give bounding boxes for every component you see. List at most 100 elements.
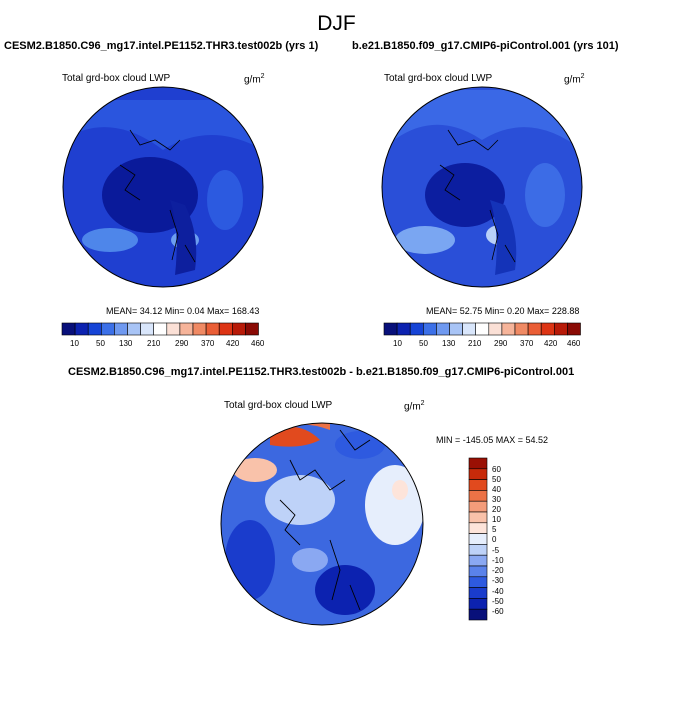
cbar-diff-label: -50 [492,597,504,606]
colorbar-swatch [468,565,488,578]
panel-a-lwp-region [63,100,263,150]
cbar-a-label: 290 [175,339,189,348]
cbar-diff-label: 60 [492,465,501,474]
colorbar-swatch [514,322,529,336]
diff-region [365,465,423,545]
colorbar-swatch [488,322,503,336]
colorbar-swatch [127,322,141,336]
cbar-diff-label: -10 [492,556,504,565]
panel-a-lwp-region [170,200,197,275]
diff-coastline [279,429,371,611]
panel-a-lwp-region [82,228,138,252]
cbar-a-label: 10 [70,339,79,348]
colorbar-swatch [468,457,488,470]
panel-b-lwp-region [382,90,582,150]
season-title: DJF [317,12,356,35]
colorbar-swatch [468,587,488,599]
diff-title: CESM2.B1850.C96_mg17.intel.PE1152.THR3.t… [68,366,575,378]
colorbar-swatch [179,322,194,336]
colorbar-swatch [87,322,102,336]
cbar-diff-label: -60 [492,607,504,616]
panel-b-lwp-region [525,163,565,227]
cbar-diff-label: 20 [492,505,501,514]
colorbar-swatch [140,322,155,336]
panel-a-variable-label: Total grd-box cloud LWP [62,73,171,84]
diff-units: g/m2 [404,400,425,413]
panel-a-case-title: CESM2.B1850.C96_mg17.intel.PE1152.THR3.t… [4,40,319,52]
colorbar-swatch [527,322,542,336]
colorbar-swatch [468,598,488,610]
cbar-a-label: 370 [201,339,215,348]
panel-a-coastline [119,129,196,263]
diff-region [335,431,385,459]
cbar-b-label: 370 [520,339,534,348]
colorbar-swatch [468,533,488,545]
cbar-b-label: 460 [567,339,581,348]
cbar-a-label: 460 [251,339,265,348]
cbar-diff-label: -30 [492,576,504,585]
colorbar-swatch [114,322,128,336]
diff-stats: MIN = -145.05 MAX = 54.52 [436,435,549,445]
cbar-diff-label: 5 [492,525,497,534]
colorbar-swatch [409,322,424,336]
cbar-diff-label: 30 [492,495,501,504]
diff-map-border [220,422,424,626]
colorbar-swatch [396,322,411,336]
diff-variable-label: Total grd-box cloud LWP [224,400,333,411]
panel-b-colorbar [383,322,581,336]
colorbar-swatch [192,322,207,336]
colorbar-swatch [205,322,220,336]
cbar-b-label: 10 [393,339,402,348]
colorbar-swatch [501,322,516,336]
colorbar-swatch [468,500,488,513]
diff-region [225,520,275,600]
panel-a-colorbar [61,322,259,336]
cbar-a-label: 210 [147,339,161,348]
colorbar-swatch [436,322,450,336]
diff-colorbar [468,457,488,621]
colorbar-swatch [540,322,555,336]
diff-region [392,480,408,500]
panel-b-lwp-region [425,163,505,227]
panel-a-lwp-region [207,170,243,230]
cbar-diff-label: -40 [492,587,504,596]
colorbar-swatch [468,468,488,480]
colorbar-swatch [232,322,246,336]
diff-region [265,475,335,525]
colorbar-swatch [468,522,488,534]
panel-b-map [381,86,583,288]
colorbar-swatch [422,322,437,336]
panel-a-map [62,86,264,288]
colorbar-swatch [468,479,488,491]
colorbar-swatch [449,322,463,336]
colorbar-swatch [475,322,490,336]
colorbar-swatch [468,511,488,524]
panel-a-stats: MEAN= 34.12 Min= 0.04 Max= 168.43 [106,306,260,316]
cbar-diff-label: 0 [492,535,497,544]
colorbar-swatch [468,576,488,588]
panel-a-units: g/m2 [244,73,265,86]
colorbar-swatch [61,322,76,336]
colorbar-swatch [218,322,233,336]
colorbar-swatch [74,322,89,336]
panel-b-case-title: b.e21.B1850.f09_g17.CMIP6-piControl.001 … [352,40,619,52]
cbar-diff-label: 10 [492,515,501,524]
colorbar-swatch [468,608,488,621]
cbar-a-label: 130 [119,339,133,348]
panel-b-coastline [439,129,516,263]
cbar-diff-label: -5 [492,546,500,555]
colorbar-swatch [468,490,488,502]
cbar-diff-label: 40 [492,485,501,494]
panel-b-stats: MEAN= 52.75 Min= 0.20 Max= 228.88 [426,306,580,316]
colorbar-swatch [553,322,568,336]
colorbar-swatch [462,322,477,336]
cbar-a-label: 420 [226,339,240,348]
diff-region [315,565,375,615]
cbar-b-label: 420 [544,339,558,348]
colorbar-swatch [567,322,581,336]
colorbar-swatch [101,322,115,336]
colorbar-swatch [468,554,488,567]
panel-b-lwp-region [395,226,455,254]
cbar-b-label: 210 [468,339,482,348]
cbar-diff-label: -20 [492,566,504,575]
